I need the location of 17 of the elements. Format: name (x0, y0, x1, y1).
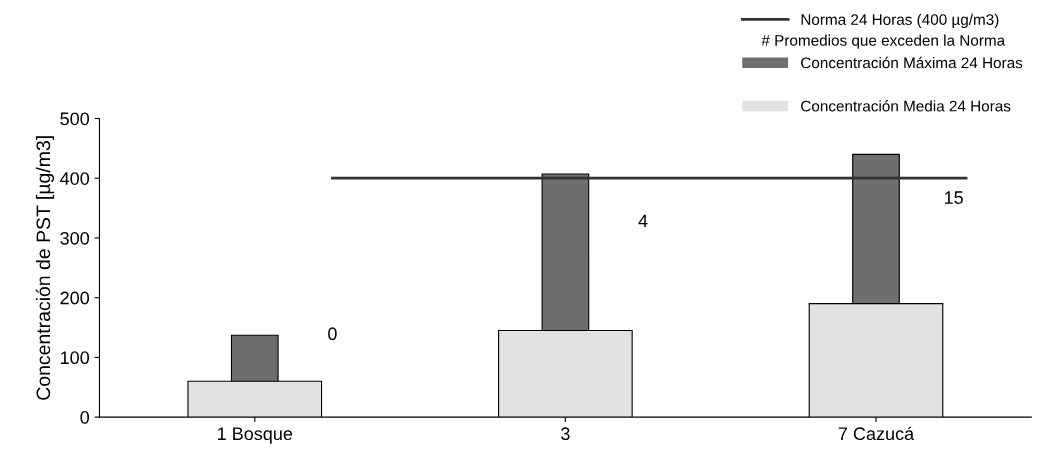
legend-label: Concentración Media 24 Horas (801, 100, 1011, 112)
legend-label: Concentración Máxima 24 Horas (801, 56, 1023, 69)
y-tick-label: 100 (61, 351, 90, 365)
y-tick-label: 300 (60, 231, 90, 245)
annotation: 15 (944, 191, 963, 204)
annotation: 0 (328, 327, 337, 341)
text: # Promedios que exceden la Norma (761, 34, 1006, 49)
x-tick-label: 7 Cazucá (838, 426, 915, 441)
y-tick-label: 200 (60, 291, 90, 305)
y-tick-label: 500 (60, 112, 90, 126)
x-tick-label: 3 (561, 427, 570, 441)
legend-label: Norma 24 Horas (400 µg/m3) (801, 13, 999, 28)
annotation: 4 (638, 214, 648, 228)
y-tick-label: 400 (60, 172, 90, 185)
y-tick-label: 0 (80, 411, 90, 424)
x-tick-label: 1 Bosque (218, 427, 293, 444)
y-axis-title: Concentración de PST [µg/m3] (35, 136, 55, 400)
